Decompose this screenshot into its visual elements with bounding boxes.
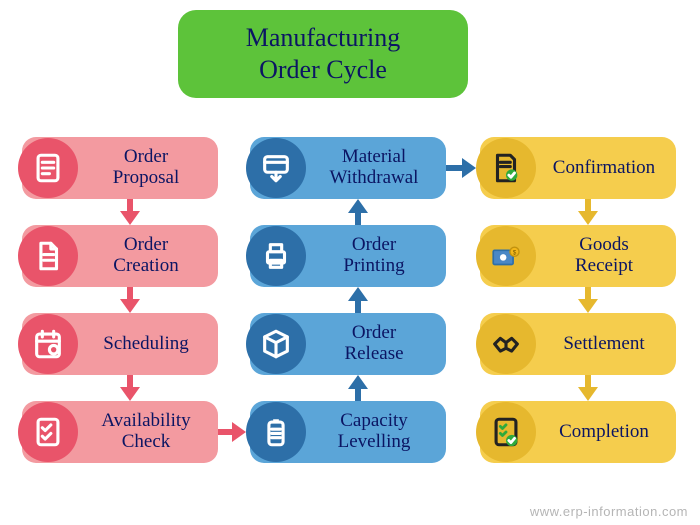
diagram-title: Manufacturing Order Cycle <box>178 10 468 98</box>
calendar-icon <box>18 314 78 374</box>
handshake-icon <box>476 314 536 374</box>
svg-text:$: $ <box>513 250 517 257</box>
clipboard-icon <box>18 138 78 198</box>
node-order-creation: OrderCreation <box>22 225 218 287</box>
node-availability-check: AvailabilityCheck <box>22 401 218 463</box>
node-label: MaterialWithdrawal <box>312 147 446 189</box>
title-line1: Manufacturing <box>246 22 401 55</box>
node-label: Scheduling <box>84 334 218 355</box>
doc-check-icon <box>476 138 536 198</box>
task-check-icon <box>476 402 536 462</box>
node-order-printing: OrderPrinting <box>250 225 446 287</box>
cash-icon: $ <box>476 226 536 286</box>
node-label: CapacityLevelling <box>312 411 446 453</box>
checklist-icon <box>18 402 78 462</box>
node-label: OrderCreation <box>84 235 218 277</box>
node-label: AvailabilityCheck <box>84 411 218 453</box>
box-icon <box>246 314 306 374</box>
node-label: GoodsReceipt <box>542 235 676 277</box>
node-label: OrderRelease <box>312 323 446 365</box>
node-label: Settlement <box>542 334 676 355</box>
node-label: OrderPrinting <box>312 235 446 277</box>
card-down-icon <box>246 138 306 198</box>
node-label: Completion <box>542 422 676 443</box>
battery-icon <box>246 402 306 462</box>
node-order-release: OrderRelease <box>250 313 446 375</box>
node-scheduling: Scheduling <box>22 313 218 375</box>
node-capacity-levelling: CapacityLevelling <box>250 401 446 463</box>
printer-icon <box>246 226 306 286</box>
node-completion: Completion <box>480 401 676 463</box>
node-goods-receipt: $ GoodsReceipt <box>480 225 676 287</box>
node-order-proposal: OrderProposal <box>22 137 218 199</box>
node-label: Confirmation <box>542 158 676 179</box>
watermark: www.erp-information.com <box>530 504 688 519</box>
document-icon <box>18 226 78 286</box>
title-line2: Order Cycle <box>246 54 401 87</box>
node-confirmation: Confirmation <box>480 137 676 199</box>
node-label: OrderProposal <box>84 147 218 189</box>
node-material-withdrawal: MaterialWithdrawal <box>250 137 446 199</box>
node-settlement: Settlement <box>480 313 676 375</box>
